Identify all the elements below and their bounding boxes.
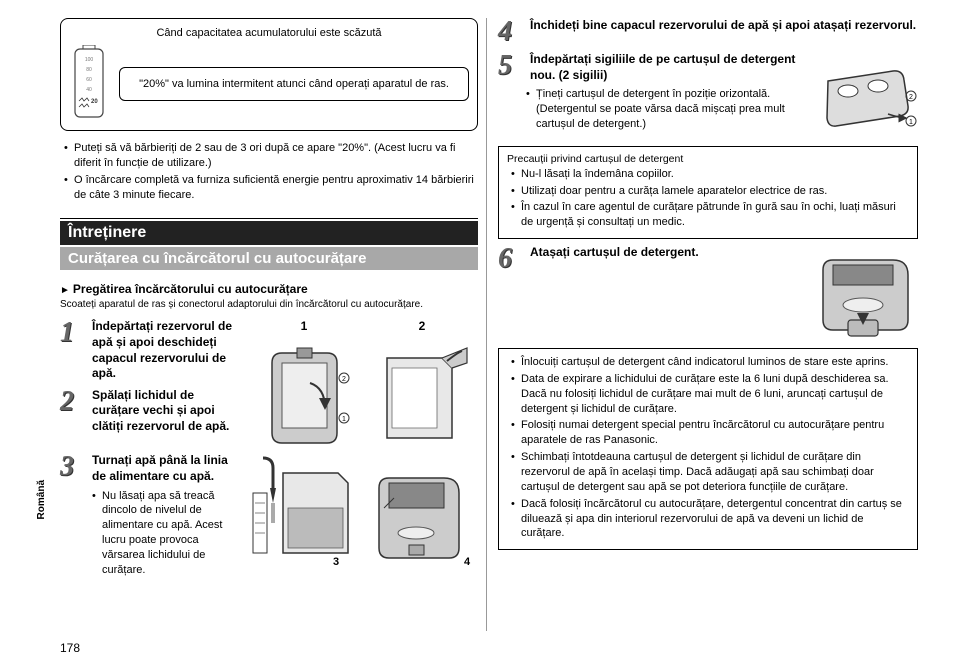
left-column: Când capacitatea acumulatorului este scă… — [60, 18, 478, 653]
step-3: 3 Turnați apă până la linia de alimentar… — [60, 453, 240, 585]
step-5-row: 5 Îndepărtați sigiliile de pe cartușul d… — [498, 52, 918, 140]
step-2: 2 Spălați lichidul de curățare vechi și … — [60, 388, 240, 435]
step-6-text: Atașați cartușul de detergent. — [530, 245, 802, 273]
final-note-1: Înlocuiți cartușul de detergent când ind… — [511, 355, 909, 370]
svg-text:2: 2 — [342, 376, 346, 383]
final-note-4: Schimbați întotdeauna cartușul de deterg… — [511, 450, 909, 495]
step-3-text: Turnați apă până la linia de alimentare … — [92, 453, 240, 585]
precaution-1: Nu-l lăsați la îndemâna copiilor. — [511, 167, 909, 182]
steps-1-2-block: 1 Îndepărtați rezervorul de apă și apoi … — [60, 319, 478, 453]
step-1-text: Îndepărtați rezervorul de apă și apoi de… — [92, 319, 240, 381]
fig-2-reservoir-open — [366, 333, 478, 453]
svg-text:1: 1 — [909, 119, 913, 126]
step-1: 1 Îndepărtați rezervorul de apă și apoi … — [60, 319, 240, 381]
figlabel-3: 3 — [333, 556, 339, 568]
heading-cleaning: Curățarea cu încărcătorul cu autocurățar… — [60, 247, 478, 270]
right-column: 4 Închideți bine capacul rezervorului de… — [498, 18, 918, 653]
battery-level-icon: 100 80 60 40 20 — [69, 45, 109, 122]
step-3-note: Nu lăsați apa să treacă dincolo de nivel… — [92, 489, 240, 578]
step-number-5: 5 — [498, 52, 522, 83]
step-6: 6 Atașați cartușul de detergent. — [498, 245, 802, 273]
level-80: 80 — [86, 67, 92, 73]
step-3-block: 3 Turnați apă până la linia de alimentar… — [60, 453, 478, 591]
step-number-1: 1 — [60, 319, 84, 381]
level-40: 40 — [86, 87, 92, 93]
step-5-bullet: Țineți cartușul de detergent în poziție … — [526, 87, 812, 132]
svg-text:2: 2 — [909, 94, 913, 101]
language-label: Română — [36, 480, 47, 519]
level-100: 100 — [85, 57, 94, 63]
step-5: 5 Îndepărtați sigiliile de pe cartușul d… — [498, 52, 812, 83]
step-number-6: 6 — [498, 245, 522, 273]
step-6-row: 6 Atașați cartușul de detergent. — [498, 245, 918, 340]
heading-maintenance: Întreținere — [60, 221, 478, 245]
level-20: 20 — [91, 99, 98, 105]
step-4-text: Închideți bine capacul rezervorului de a… — [530, 18, 918, 46]
precaution-box: Precauții privind cartușul de detergent … — [498, 146, 918, 239]
section-divider — [60, 218, 478, 219]
fig-label-2: 2 — [366, 319, 478, 333]
precaution-2: Utilizați doar pentru a curăța lamele ap… — [511, 184, 909, 199]
final-note-2: Data de expirare a lichidului de curățar… — [511, 372, 909, 417]
final-note-5: Dacă folosiți încărcătorul cu autocurăța… — [511, 497, 909, 542]
fig-label-1: 1 — [248, 319, 360, 333]
fig-6-attach-cartridge — [808, 245, 918, 340]
final-notes-box: Înlocuiți cartușul de detergent când ind… — [498, 348, 918, 550]
fig-3-fill-water: 3 — [248, 453, 358, 568]
precaution-title: Precauții privind cartușul de detergent — [507, 153, 909, 165]
battery-inner-text: "20%" va lumina intermitent atunci când … — [119, 67, 469, 101]
fig-5-cartridge-seals: 2 1 — [818, 52, 918, 140]
step-number-3: 3 — [60, 453, 84, 585]
fig-4-charger: 4 — [364, 453, 474, 568]
manual-page: Când capacitatea acumulatorului este scă… — [0, 0, 954, 671]
final-note-3: Folosiți numai detergent special pentru … — [511, 418, 909, 448]
figlabel-4: 4 — [464, 556, 471, 568]
battery-note-1: Puteți să vă bărbieriți de 2 sau de 3 or… — [64, 141, 478, 171]
column-divider — [486, 18, 487, 631]
page-number: 178 — [60, 641, 80, 655]
prep-heading: Pregătirea încărcătorului cu autocurățar… — [60, 282, 478, 296]
step-4: 4 Închideți bine capacul rezervorului de… — [498, 18, 918, 46]
prep-text: Scoateți aparatul de ras și conectorul a… — [60, 298, 478, 311]
level-60: 60 — [86, 77, 92, 83]
step-number-4: 4 — [498, 18, 522, 46]
precaution-3: În cazul în care agentul de curățare păt… — [511, 200, 909, 230]
fig-1-reservoir-remove: 2 1 — [248, 333, 360, 453]
battery-capacity-box: Când capacitatea acumulatorului este scă… — [60, 18, 478, 131]
battery-notes: Puteți să vă bărbieriți de 2 sau de 3 or… — [60, 141, 478, 204]
step-2-text: Spălați lichidul de curățare vechi și ap… — [92, 388, 240, 435]
battery-note-2: O încărcare completă va furniza suficien… — [64, 173, 478, 203]
step-5-text: Îndepărtați sigiliile de pe cartușul de … — [530, 52, 812, 83]
step-number-2: 2 — [60, 388, 84, 435]
battery-box-title: Când capacitatea acumulatorului este scă… — [69, 27, 469, 39]
svg-text:1: 1 — [342, 416, 346, 423]
